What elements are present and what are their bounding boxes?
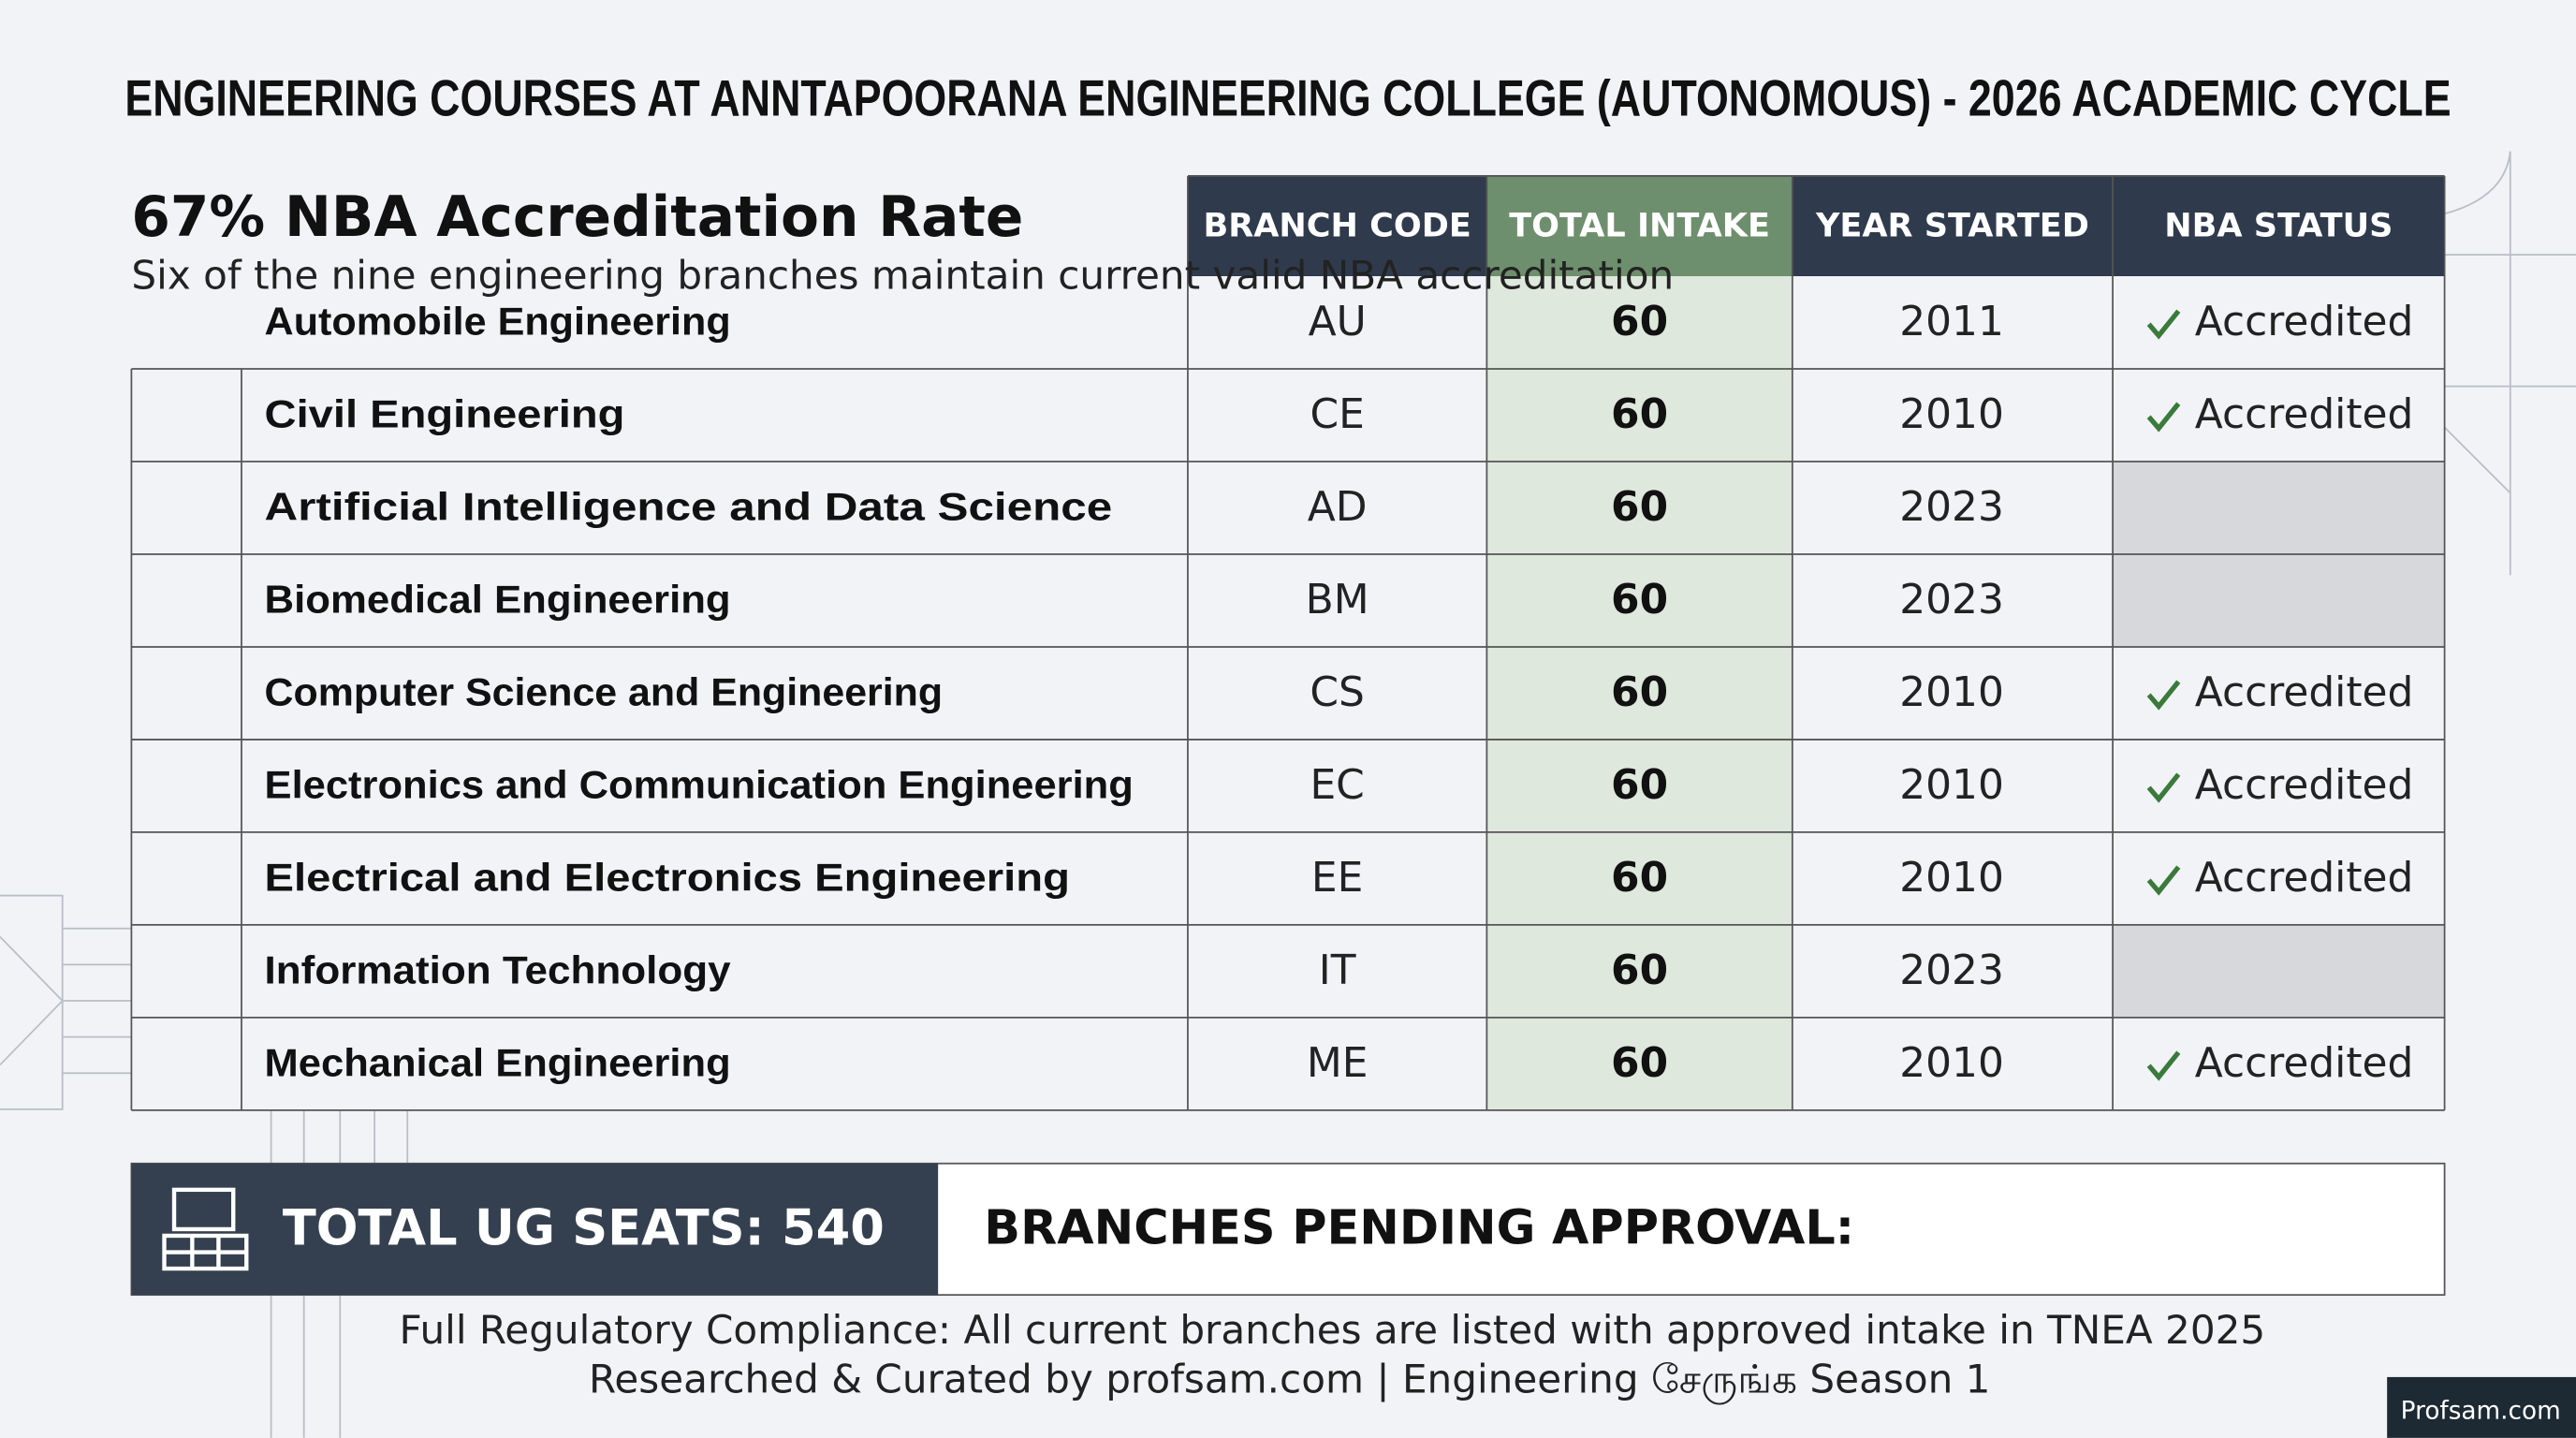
nba-status: Accredited [2195,390,2414,438]
branch-code: CE [1310,390,1364,438]
branch-code: CS [1310,668,1364,716]
branch-code: AU [1309,298,1367,345]
headline: 67% NBA Accreditation Rate [131,185,1023,250]
footer-compliance: Full Regulatory Compliance: All current … [400,1307,2266,1353]
year-started: 2023 [1899,483,2004,531]
seat-icon [162,1187,249,1271]
header-cell [2113,175,2445,276]
nba-status: Accredited [2195,668,2414,716]
branch-code: EC [1310,761,1364,809]
check-icon [2146,309,2181,340]
intake: 60 [1611,390,1668,438]
branch-code: IT [1319,946,1356,994]
intake: 60 [1611,854,1668,902]
subtext: Six of the nine engineering branches mai… [131,252,1674,298]
year-started: 2010 [1899,761,2004,809]
column-header: BRANCH CODE [1203,206,1471,244]
intake: 60 [1611,1039,1668,1087]
nba-status: Accredited [2195,298,2414,345]
year-started: 2010 [1899,1039,2004,1087]
intake: 60 [1611,576,1668,624]
column-header: NBA STATUS [2164,206,2393,244]
watermark-box [2387,1376,2576,1438]
column-header: YEAR STARTED [1815,206,2089,244]
branch-code: AD [1308,483,1368,531]
intake-column-fill [1486,276,1793,1110]
branch-name: Biomedical Engineering [265,577,731,621]
check-icon [2146,772,2181,803]
branch-name: Civil Engineering [265,391,625,435]
intake: 60 [1611,483,1668,531]
status-empty [2113,924,2445,1018]
branch-code: ME [1307,1039,1368,1087]
column-header: TOTAL INTAKE [1509,206,1770,244]
branch-name: Automobile Engineering [265,299,731,343]
watermark: Profsam.com [2401,1397,2561,1425]
branch-name: Mechanical Engineering [265,1040,731,1084]
header-cell [1792,175,2114,276]
year-started: 2023 [1899,946,2004,994]
header-cell [1187,175,1487,276]
intake: 60 [1611,946,1668,994]
branch-name: Electrical and Electronics Engineering [265,855,1070,899]
check-icon [2146,1050,2181,1081]
table: BRANCH CODE TOTAL INTAKE YEAR STARTED NBA S… [130,175,2446,1111]
check-icon [2146,865,2181,896]
status-empty [2113,461,2445,554]
intake: 60 [1611,761,1668,809]
nba-status: Accredited [2195,761,2414,809]
year-started: 2010 [1899,854,2004,902]
branch-name: Computer Science and Engineering [265,669,944,713]
year-started: 2023 [1899,576,2004,624]
status-empty [2113,553,2445,647]
check-icon [2146,680,2181,711]
branch-code: BM [1306,576,1369,624]
summary-total: TOTAL UG SEATS: 540 [283,1199,885,1256]
header-cell [1486,175,1793,276]
year-started: 2011 [1899,298,2004,345]
branch-code: EE [1311,854,1363,902]
year-started: 2010 [1899,668,2004,716]
branch-name: Electronics and Communication Engineerin… [265,762,1134,806]
check-icon [2146,402,2181,433]
nba-status: Accredited [2195,854,2414,902]
branch-name: Information Technology [265,947,732,991]
summary-pending: BRANCHES PENDING APPROVAL: [984,1201,1854,1256]
branch-name: Artificial Intelligence and Data Science [265,484,1113,528]
page-title: ENGINEERING COURSES AT ANNTAPOORANA ENGI… [124,69,2451,126]
intake: 60 [1611,298,1668,345]
year-started: 2010 [1899,390,2004,438]
nba-status: Accredited [2195,1039,2414,1087]
summary-total-box [131,1163,939,1296]
intake: 60 [1611,668,1668,716]
footer-credit: Researched & Curated by profsam.com | En… [589,1357,1990,1405]
decor-lines [0,151,2576,1438]
